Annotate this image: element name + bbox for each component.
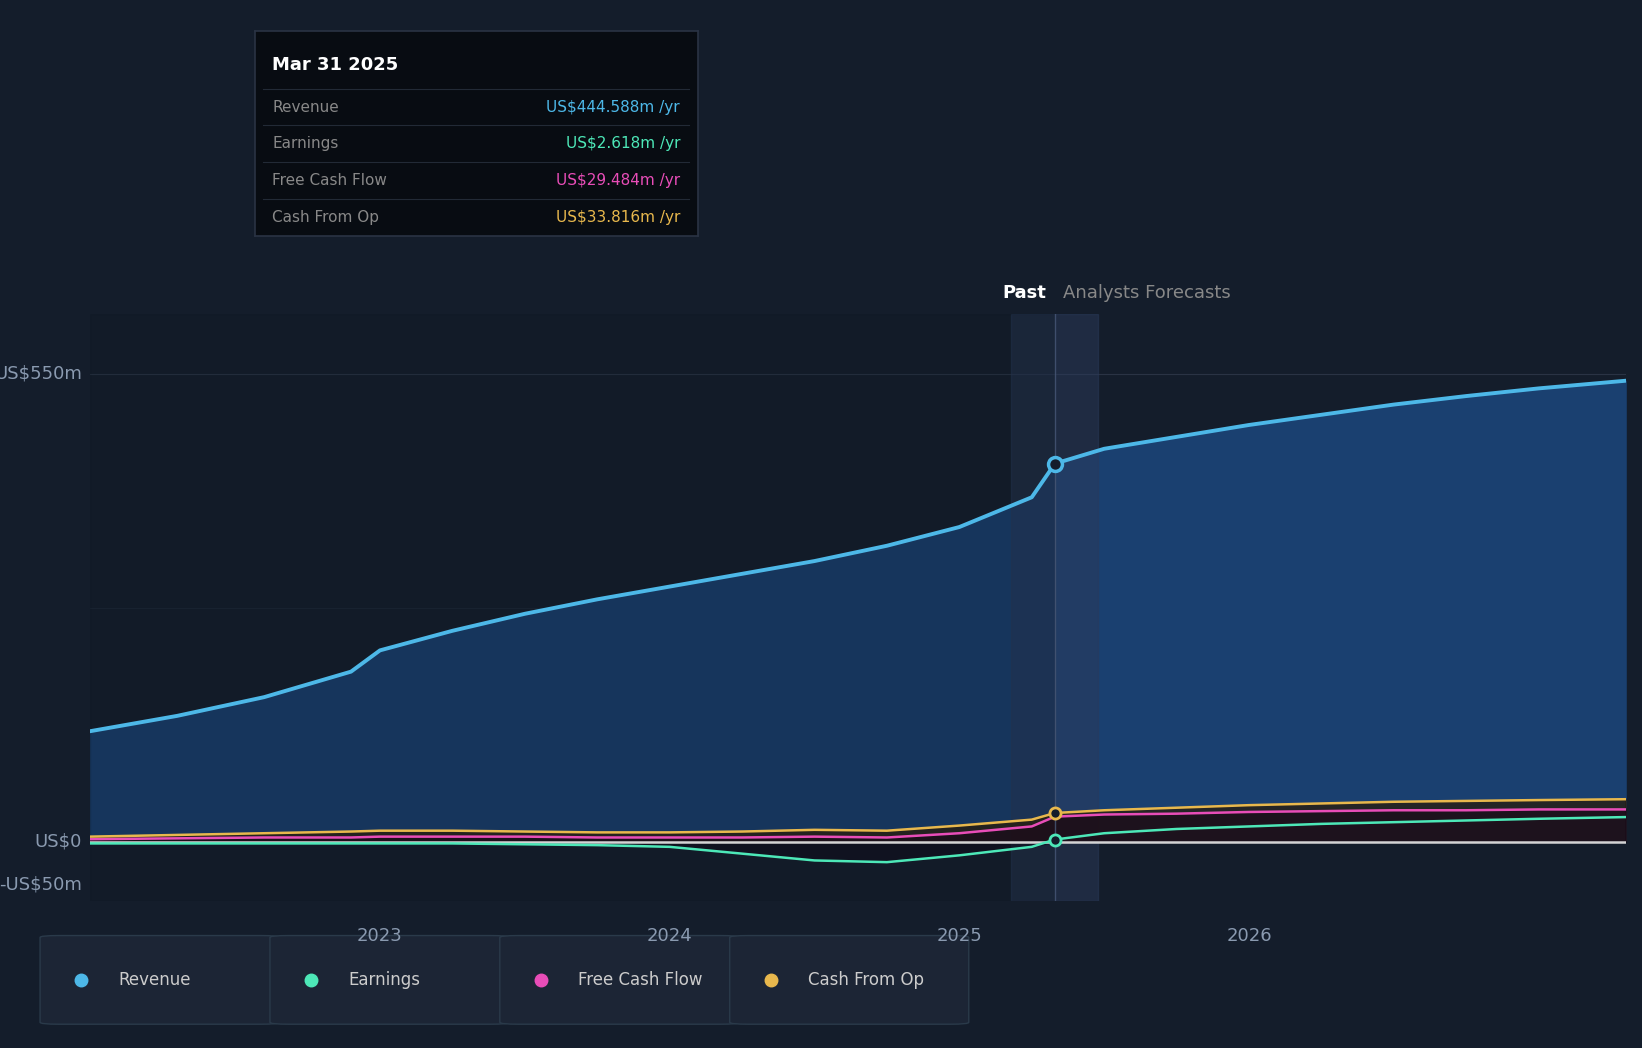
- Text: US$444.588m /yr: US$444.588m /yr: [547, 100, 680, 114]
- Text: 2025: 2025: [936, 927, 982, 945]
- Text: 2026: 2026: [1227, 927, 1273, 945]
- FancyBboxPatch shape: [499, 936, 739, 1024]
- Text: Cash From Op: Cash From Op: [273, 210, 379, 225]
- FancyBboxPatch shape: [39, 936, 279, 1024]
- Text: Free Cash Flow: Free Cash Flow: [273, 173, 388, 189]
- Text: 2024: 2024: [647, 927, 693, 945]
- Text: Analysts Forecasts: Analysts Forecasts: [1062, 284, 1232, 302]
- Text: US$33.816m /yr: US$33.816m /yr: [555, 210, 680, 225]
- Text: Revenue: Revenue: [273, 100, 338, 114]
- FancyBboxPatch shape: [729, 936, 969, 1024]
- Text: Free Cash Flow: Free Cash Flow: [578, 970, 703, 989]
- Bar: [1011, 314, 1098, 901]
- Text: US$550m: US$550m: [0, 365, 82, 383]
- Text: Earnings: Earnings: [273, 136, 338, 151]
- Bar: [90, 314, 1054, 901]
- Text: US$2.618m /yr: US$2.618m /yr: [565, 136, 680, 151]
- Text: Cash From Op: Cash From Op: [808, 970, 924, 989]
- Text: US$29.484m /yr: US$29.484m /yr: [557, 173, 680, 189]
- Text: Mar 31 2025: Mar 31 2025: [273, 56, 399, 74]
- Text: Revenue: Revenue: [118, 970, 190, 989]
- Text: Earnings: Earnings: [348, 970, 420, 989]
- FancyBboxPatch shape: [269, 936, 509, 1024]
- Text: Past: Past: [1003, 284, 1046, 302]
- Text: -US$50m: -US$50m: [0, 875, 82, 893]
- Text: US$0: US$0: [34, 833, 82, 851]
- Text: 2023: 2023: [356, 927, 402, 945]
